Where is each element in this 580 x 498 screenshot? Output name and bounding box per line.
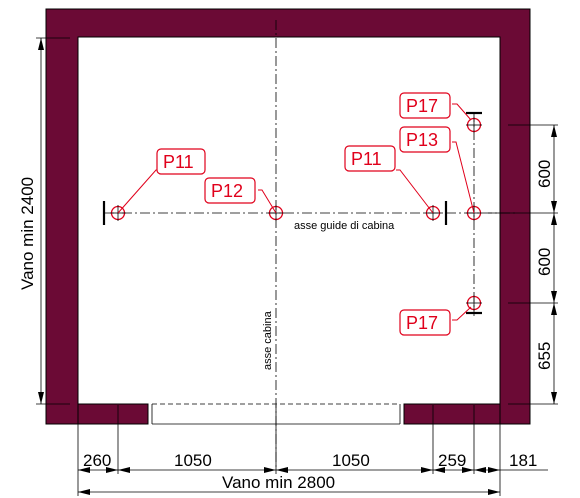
dim-right-chain: 600 600 655 [488, 124, 558, 405]
tag-p13: P13 [399, 126, 451, 153]
dim-bottom-5: 181 [509, 451, 537, 470]
point-p17-bottom [466, 295, 482, 311]
dim-right-2: 600 [535, 248, 554, 276]
dim-bottom-2: 1050 [174, 451, 212, 470]
svg-text:P11: P11 [351, 149, 382, 169]
axis-guides-label: asse guide di cabina [294, 220, 395, 232]
axis-car-label: asse cabina [262, 310, 274, 370]
tag-p17-top: P17 [399, 92, 451, 119]
wall-bottom-right [403, 403, 501, 425]
dim-bottom-3: 1050 [332, 451, 370, 470]
dim-shaft-height: Vano min 2400 [18, 37, 70, 405]
dim-right-1: 600 [535, 160, 554, 188]
wall-bottom-left [77, 403, 149, 425]
tag-p11-right: P11 [344, 145, 396, 172]
dim-right-3: 655 [535, 342, 554, 370]
tag-p12: P12 [204, 177, 256, 204]
wall-left-top-right [45, 8, 531, 425]
dim-bottom-chain: 260 1050 1050 259 181 Vano min 2800 [77, 405, 548, 496]
tag-p11-left: P11 [156, 148, 206, 175]
svg-text:P17: P17 [406, 96, 438, 116]
shaft-height-label: Vano min 2400 [18, 177, 37, 290]
point-p17-top [466, 117, 482, 133]
tag-p17-bottom: P17 [399, 309, 451, 336]
svg-text:P17: P17 [406, 313, 438, 333]
svg-text:P13: P13 [406, 130, 438, 150]
dim-bottom-1: 260 [83, 451, 111, 470]
svg-text:P12: P12 [211, 181, 243, 201]
shaft-width-label: Vano min 2800 [222, 473, 335, 492]
shaft-walls [45, 8, 531, 425]
svg-text:P11: P11 [163, 152, 194, 172]
dim-bottom-4: 259 [438, 451, 466, 470]
